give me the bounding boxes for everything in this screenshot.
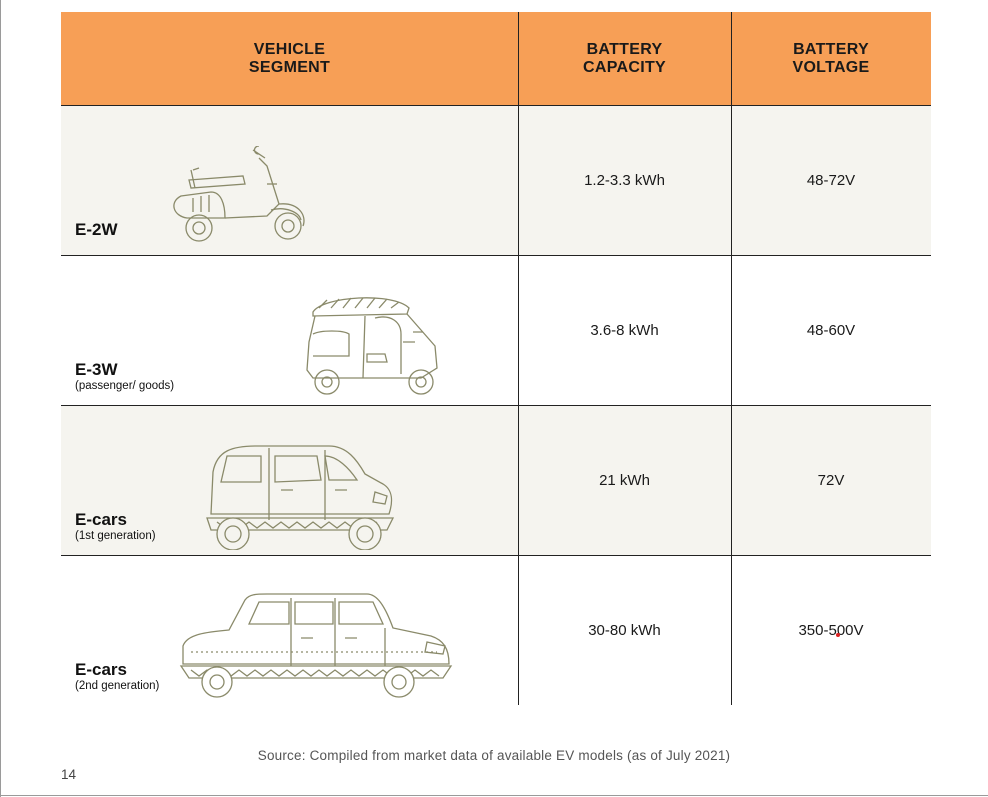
page-border xyxy=(0,795,988,796)
capacity-value: 30-80 kWh xyxy=(588,622,661,639)
capacity-cell: 1.2-3.3 kWh xyxy=(518,106,731,256)
segment-name: E-2W xyxy=(75,220,118,239)
capacity-cell: 3.6-8 kWh xyxy=(518,256,731,406)
voltage-value: 350-500V xyxy=(798,622,864,639)
segment-subtitle: (2nd generation) xyxy=(75,680,160,692)
column-divider xyxy=(518,12,519,705)
voltage-cell: 72V xyxy=(731,406,931,556)
table-row: E-2W 1.2-3.3 kWh 48-72V xyxy=(61,106,931,256)
table-row: E-3W (passenger/ goods) 3.6-8 kWh 48-60V xyxy=(61,256,931,406)
capacity-value: 1.2-3.3 kWh xyxy=(584,172,665,189)
segment-cell: E-cars (2nd generation) xyxy=(61,556,518,704)
scooter-icon xyxy=(167,146,307,246)
segment-cell: E-3W (passenger/ goods) xyxy=(61,256,518,406)
segment-cell: E-cars (1st generation) xyxy=(61,406,518,556)
segment-subtitle: (passenger/ goods) xyxy=(75,380,175,392)
column-divider xyxy=(731,12,732,705)
header-battery-voltage: BATTERY VOLTAGE xyxy=(792,41,870,76)
segment-name: E-cars xyxy=(75,660,127,679)
source-note: Source: Compiled from market data of ava… xyxy=(257,748,731,763)
segment-subtitle: (1st generation) xyxy=(75,530,156,542)
voltage-cell: 48-72V xyxy=(731,106,931,256)
voltage-value: 48-60V xyxy=(806,322,856,339)
row-rule xyxy=(61,405,931,406)
table-row: E-cars (1st generation) 21 kWh 72V xyxy=(61,406,931,556)
page-number: 14 xyxy=(61,767,77,782)
capacity-value: 21 kWh xyxy=(599,472,650,489)
table-header: VEHICLE SEGMENT BATTERY CAPACITY BATTERY… xyxy=(61,12,931,107)
voltage-cell: 48-60V xyxy=(731,256,931,406)
hatchback-car-icon xyxy=(197,444,397,550)
table-row: E-cars (2nd generation) 30-80 kWh 350-50… xyxy=(61,556,931,704)
row-rule xyxy=(61,555,931,556)
capacity-value: 3.6-8 kWh xyxy=(590,322,659,339)
segment-name: E-cars xyxy=(75,510,127,529)
voltage-value: 72V xyxy=(817,472,845,489)
voltage-cell: 350-500V xyxy=(731,556,931,704)
annotation-dot xyxy=(836,633,840,637)
sedan-car-icon xyxy=(177,592,455,698)
capacity-cell: 30-80 kWh xyxy=(518,556,731,704)
capacity-cell: 21 kWh xyxy=(518,406,731,556)
header-vehicle-segment: VEHICLE SEGMENT xyxy=(248,41,331,76)
segment-cell: E-2W xyxy=(61,106,518,256)
auto-rickshaw-icon xyxy=(303,294,443,398)
battery-spec-table: VEHICLE SEGMENT BATTERY CAPACITY BATTERY… xyxy=(61,12,931,705)
row-rule xyxy=(61,255,931,256)
voltage-value: 48-72V xyxy=(806,172,856,189)
header-battery-capacity: BATTERY CAPACITY xyxy=(583,41,666,76)
page-border xyxy=(0,0,1,797)
segment-name: E-3W xyxy=(75,360,118,379)
